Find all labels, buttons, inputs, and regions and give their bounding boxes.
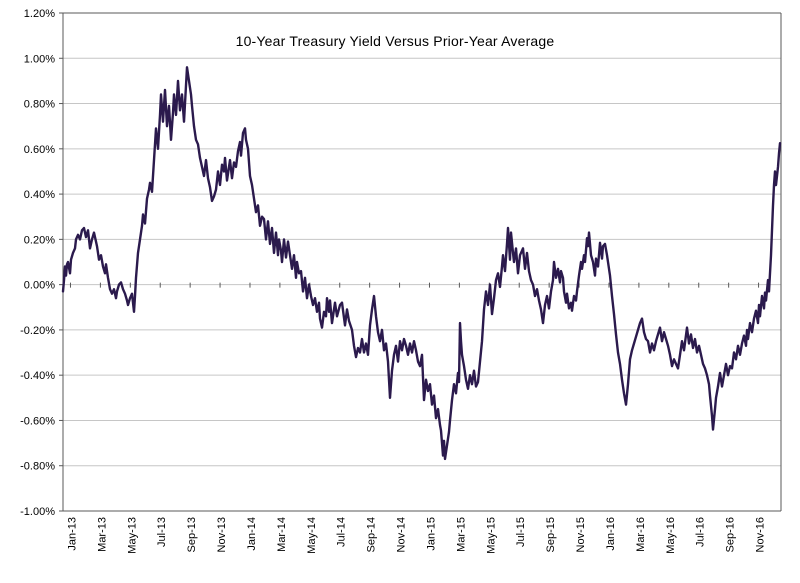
- x-axis-label: Sep-14: [366, 517, 378, 552]
- x-axis-label: May-14: [306, 517, 318, 554]
- y-axis-label: 1.00%: [24, 53, 55, 65]
- y-axis-label: -1.00%: [20, 506, 55, 518]
- x-axis-label: Nov-14: [396, 517, 408, 552]
- chart-title: 10-Year Treasury Yield Versus Prior-Year…: [235, 33, 555, 49]
- x-axis-label: Nov-13: [216, 517, 228, 552]
- x-axis-label: Jul-15: [515, 517, 527, 547]
- x-axis-label: Sep-16: [725, 517, 737, 552]
- x-axis-label: Mar-16: [635, 517, 647, 552]
- y-axis-label: -0.80%: [20, 461, 55, 473]
- x-axis-label: Jan-14: [246, 517, 258, 551]
- y-axis-label: 0.80%: [24, 99, 55, 111]
- y-axis-label: 0.60%: [24, 144, 55, 156]
- x-axis-label: Nov-15: [575, 517, 587, 552]
- x-axis-label: Jul-13: [156, 517, 168, 547]
- x-axis-label: Jan-15: [425, 517, 437, 551]
- series-line: [61, 66, 782, 461]
- x-axis-label: Jan-16: [605, 517, 617, 551]
- x-axis-label: Mar-13: [96, 517, 108, 552]
- y-axis-label: -0.60%: [20, 415, 55, 427]
- x-axis-label: Sep-13: [186, 517, 198, 552]
- x-axis-label: Mar-15: [455, 517, 467, 552]
- x-axis-label: May-13: [126, 517, 138, 554]
- x-axis-label: Mar-14: [276, 517, 288, 552]
- x-axis-label: May-15: [485, 517, 497, 554]
- y-axis-label: 0.20%: [24, 234, 55, 246]
- y-axis-label: 0.00%: [24, 280, 55, 292]
- y-axis-label: 1.20%: [24, 8, 55, 20]
- x-axis-label: May-16: [665, 517, 677, 554]
- x-axis-label: Nov-16: [755, 517, 767, 552]
- y-axis-label: -0.40%: [20, 370, 55, 382]
- x-axis-label: Jan-13: [66, 517, 78, 551]
- x-axis-label: Sep-15: [545, 517, 557, 552]
- x-axis-label: Jul-16: [695, 517, 707, 547]
- y-axis-label: 0.40%: [24, 189, 55, 201]
- y-axis-label: -0.20%: [20, 325, 55, 337]
- x-axis-label: Jul-14: [336, 517, 348, 547]
